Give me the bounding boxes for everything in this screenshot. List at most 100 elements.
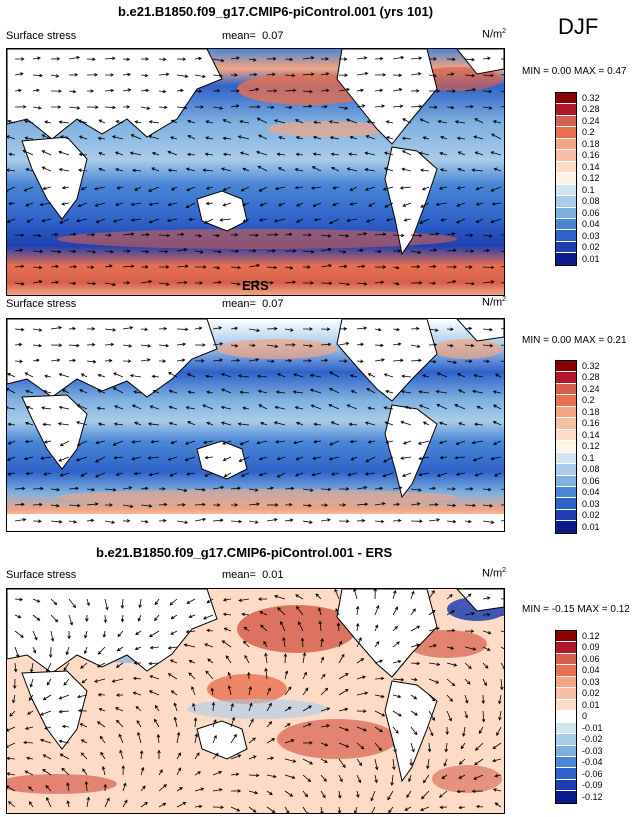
wind-vector-arrow bbox=[50, 343, 63, 347]
wind-vector-arrow bbox=[257, 134, 268, 140]
colorbar-cell bbox=[556, 406, 576, 419]
wind-vector-arrow bbox=[239, 390, 250, 395]
wind-vector-arrow bbox=[194, 74, 206, 79]
wind-vector-arrow bbox=[32, 598, 41, 603]
colorbar-cell bbox=[556, 241, 576, 254]
wind-vector-arrow bbox=[154, 718, 160, 728]
wind-vector-arrow bbox=[275, 390, 286, 394]
wind-vector-arrow bbox=[42, 422, 52, 427]
wind-vector-arrow bbox=[367, 440, 376, 444]
wind-vector-arrow bbox=[348, 152, 358, 156]
wind-vector-arrow bbox=[295, 456, 304, 461]
wind-vector-arrow bbox=[374, 265, 387, 269]
colorbar-tick-label: 0.03 bbox=[582, 676, 600, 687]
wind-vector-arrow bbox=[230, 754, 242, 760]
wind-vector-arrow bbox=[130, 134, 142, 140]
wind-vector-arrow bbox=[370, 806, 376, 813]
wind-vector-arrow bbox=[385, 218, 394, 222]
wind-vector-arrow bbox=[230, 326, 239, 331]
wind-vector-arrow bbox=[266, 265, 278, 270]
wind-vector-arrow bbox=[259, 611, 268, 616]
wind-vector-arrow bbox=[471, 440, 484, 445]
wind-vector-arrow bbox=[194, 771, 202, 776]
wind-vector-arrow bbox=[32, 343, 42, 348]
wind-vector-arrow bbox=[500, 646, 504, 650]
wind-vector-arrow bbox=[131, 168, 142, 173]
wind-vector-arrow bbox=[13, 662, 18, 673]
wind-vector-arrow bbox=[85, 614, 89, 622]
wind-vector-arrow bbox=[14, 502, 25, 507]
wind-vector-arrow bbox=[58, 373, 70, 378]
wind-vector-arrow bbox=[445, 726, 449, 736]
wind-vector-arrow bbox=[400, 420, 412, 426]
wind-vector-arrow bbox=[338, 640, 343, 648]
wind-vector-arrow bbox=[258, 472, 268, 477]
wind-vector-arrow bbox=[211, 701, 216, 712]
wind-vector-arrow bbox=[94, 456, 106, 463]
colorbar-cell bbox=[556, 768, 576, 780]
wind-vector-arrow bbox=[212, 73, 223, 78]
wind-vector-arrow bbox=[464, 710, 469, 719]
wind-vector-arrow bbox=[356, 88, 365, 93]
wind-vector-arrow bbox=[446, 694, 453, 702]
wind-vector-arrow bbox=[438, 186, 448, 190]
wind-vector-arrow bbox=[266, 503, 279, 507]
wind-vector-arrow bbox=[353, 589, 358, 600]
wind-vector-arrow bbox=[32, 519, 42, 524]
wind-vector-arrow bbox=[456, 186, 466, 190]
wind-vector-arrow bbox=[259, 202, 268, 207]
wind-vector-arrow bbox=[410, 104, 423, 109]
wind-vector-arrow bbox=[440, 218, 448, 222]
wind-vector-arrow bbox=[68, 520, 78, 524]
wind-vector-arrow bbox=[374, 56, 384, 61]
wind-vector-arrow bbox=[32, 630, 38, 641]
wind-vector-arrow bbox=[278, 136, 286, 140]
colorbar-cell bbox=[556, 383, 576, 396]
wind-vector-arrow bbox=[116, 186, 124, 190]
wind-vector-arrow bbox=[421, 790, 430, 800]
wind-vector-arrow bbox=[204, 152, 214, 157]
wind-vector-arrow bbox=[374, 232, 387, 237]
wind-vector-arrow bbox=[25, 168, 34, 172]
colorbar-tick-label: 0.01 bbox=[582, 253, 600, 264]
wind-vector-arrow bbox=[320, 518, 331, 522]
wind-vector-arrow bbox=[137, 731, 142, 744]
wind-vector-arrow bbox=[114, 405, 124, 410]
wind-vector-arrow bbox=[356, 774, 362, 784]
wind-vector-arrow bbox=[212, 518, 224, 523]
wind-vector-arrow bbox=[212, 788, 223, 792]
wind-vector-arrow bbox=[337, 806, 342, 813]
wind-vector-arrow bbox=[204, 472, 214, 477]
wind-vector-arrow bbox=[374, 249, 382, 254]
wind-vector-arrow bbox=[122, 519, 131, 523]
wind-vector-arrow bbox=[302, 488, 314, 492]
wind-vector-arrow bbox=[264, 667, 268, 680]
wind-vector-arrow bbox=[464, 593, 472, 600]
wind-vector-arrow bbox=[266, 57, 277, 61]
wind-vector-arrow bbox=[356, 675, 366, 680]
wind-vector-arrow bbox=[119, 749, 124, 760]
wind-vector-arrow bbox=[356, 658, 365, 664]
wind-vector-arrow bbox=[248, 686, 253, 696]
panel-2-map-svg bbox=[7, 319, 504, 531]
wind-vector-arrow bbox=[334, 589, 340, 600]
wind-vector-arrow bbox=[472, 389, 484, 394]
wind-vector-arrow bbox=[420, 168, 430, 172]
wind-vector-arrow bbox=[158, 326, 168, 331]
wind-vector-arrow bbox=[457, 373, 466, 378]
wind-vector-arrow bbox=[7, 119, 16, 124]
colorbar-tick-label: 0.02 bbox=[582, 688, 600, 699]
wind-vector-arrow bbox=[186, 152, 196, 157]
units-text: N/m bbox=[482, 567, 503, 580]
wind-vector-arrow bbox=[248, 806, 257, 813]
wind-vector-arrow bbox=[140, 486, 149, 491]
wind-vector-arrow bbox=[446, 662, 458, 667]
wind-vector-arrow bbox=[374, 486, 384, 491]
wind-vector-arrow bbox=[428, 328, 439, 332]
wind-vector-arrow bbox=[230, 733, 237, 744]
wind-vector-arrow bbox=[332, 202, 340, 207]
wind-vector-arrow bbox=[338, 250, 347, 254]
wind-vector-arrow bbox=[241, 612, 250, 617]
wind-vector-arrow bbox=[320, 57, 329, 61]
wind-vector-arrow bbox=[347, 472, 358, 477]
